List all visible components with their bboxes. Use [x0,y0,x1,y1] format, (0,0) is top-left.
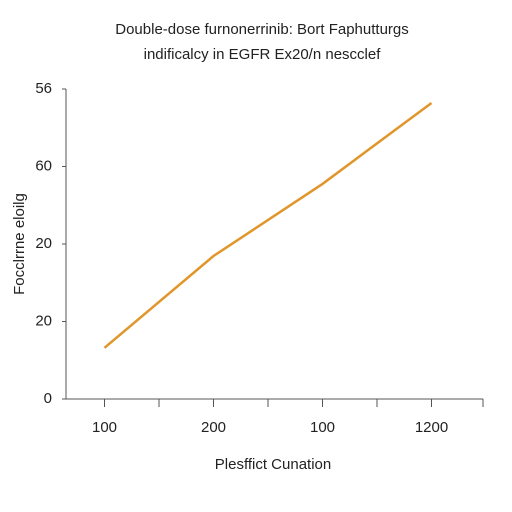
x-tick-label: 100 [92,419,117,436]
x-tick-label: 100 [310,419,335,436]
y-tick-label: 20 [35,235,52,252]
x-axis-label: Plesffict Cunation [215,456,331,473]
chart-subtitle: indificalcy in EGFR Ex20/n nescclef [144,46,382,63]
y-tick-label: 0 [44,390,52,407]
x-tick-label: 1200 [415,419,448,436]
line [103,101,433,349]
x-tick-label: 200 [201,419,226,436]
y-axis-label: Focclrrne eloilg [11,193,28,295]
y-tick-label: 20 [35,312,52,329]
y-tick-label: 60 [35,157,52,174]
chart-title: Double-dose furnonerrinib: Bort Faphuttu… [115,21,409,38]
y-tick-label: 56 [35,80,52,97]
